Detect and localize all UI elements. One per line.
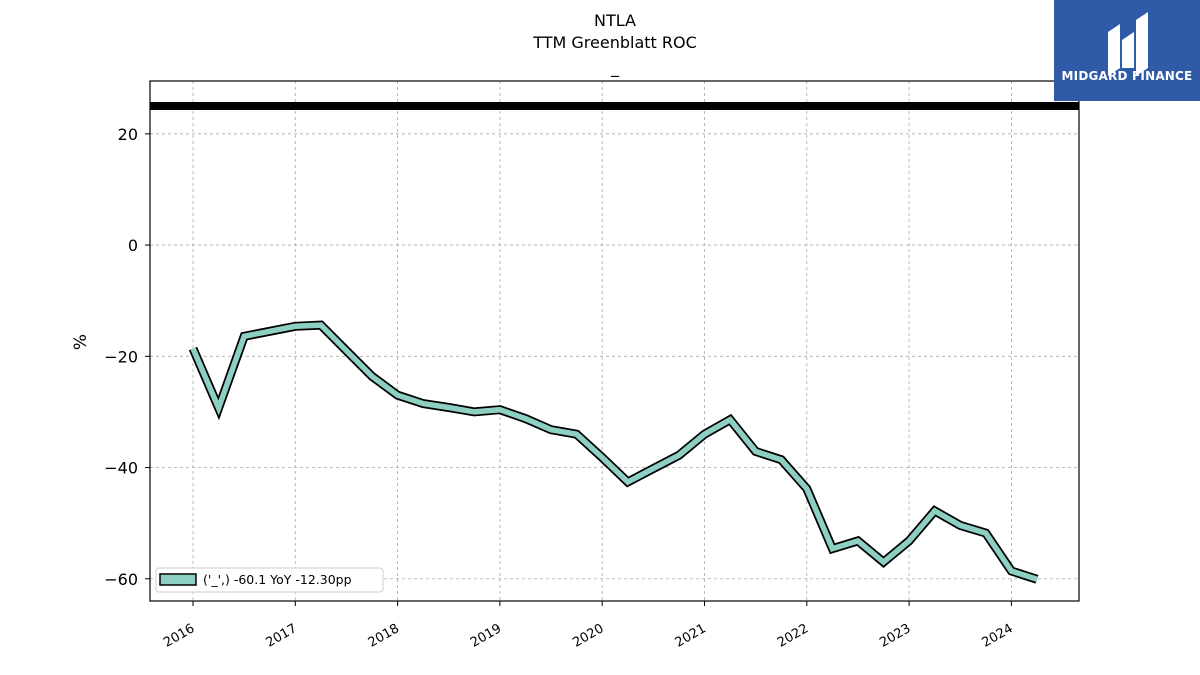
data-point bbox=[907, 539, 911, 543]
logo-text: MIDGARD FINANCE bbox=[1061, 69, 1193, 83]
x-tick-label: 2017 bbox=[263, 621, 299, 651]
data-point bbox=[1009, 569, 1013, 573]
legend: ('_',) -60.1 YoY -12.30pp bbox=[155, 567, 384, 593]
data-point bbox=[677, 453, 681, 457]
data-point bbox=[319, 323, 323, 327]
x-tick-label: 2018 bbox=[366, 621, 402, 651]
brand-logo: MIDGARD FINANCE bbox=[1054, 0, 1200, 101]
data-point bbox=[472, 410, 476, 414]
data-point bbox=[574, 432, 578, 436]
x-tick-label: 2023 bbox=[877, 621, 913, 651]
data-point bbox=[728, 418, 732, 422]
y-tick-label: −40 bbox=[104, 459, 138, 478]
data-point bbox=[216, 406, 220, 410]
data-point bbox=[702, 432, 706, 436]
x-tick-label: 2024 bbox=[980, 621, 1016, 651]
data-point bbox=[881, 560, 885, 564]
data-point bbox=[779, 458, 783, 462]
data-point bbox=[191, 346, 195, 350]
logo-mark-icon bbox=[1108, 12, 1148, 76]
data-point bbox=[498, 408, 502, 412]
data-point bbox=[753, 449, 757, 453]
data-point bbox=[523, 416, 527, 420]
series-group bbox=[188, 320, 1039, 584]
data-point bbox=[1035, 577, 1039, 581]
y-axis-label: % bbox=[71, 334, 91, 350]
x-tick-label: 2022 bbox=[775, 621, 811, 651]
data-point bbox=[830, 547, 834, 551]
chart-subtitle: TTM Greenblatt ROC bbox=[533, 33, 697, 52]
data-point bbox=[395, 393, 399, 397]
data-point bbox=[447, 405, 451, 409]
chart-subtitle-2: _ bbox=[611, 58, 619, 77]
data-point bbox=[958, 523, 962, 527]
legend-swatch bbox=[159, 573, 197, 586]
y-tick-label: −60 bbox=[104, 570, 138, 589]
y-tick-label: 0 bbox=[128, 236, 138, 255]
data-point bbox=[344, 349, 348, 353]
data-point bbox=[856, 539, 860, 543]
grid-lines bbox=[150, 81, 1079, 601]
x-tick-label: 2019 bbox=[468, 621, 504, 651]
x-tick-label: 2020 bbox=[570, 621, 606, 651]
y-tick-label: 20 bbox=[118, 125, 138, 144]
data-point bbox=[805, 487, 809, 491]
data-point bbox=[651, 466, 655, 470]
series-line bbox=[190, 322, 1038, 582]
data-point bbox=[549, 428, 553, 432]
plot-frame bbox=[149, 80, 1080, 602]
x-tick-label: 2021 bbox=[673, 621, 709, 651]
x-tick-label: 2016 bbox=[161, 621, 197, 651]
data-point bbox=[370, 374, 374, 378]
x-axis: 2016 2017 2018 2019 2020 2021 2022 2023 2024 bbox=[161, 601, 1016, 651]
data-point bbox=[421, 401, 425, 405]
data-point bbox=[268, 329, 272, 333]
data-point bbox=[242, 334, 246, 338]
y-tick-label: −20 bbox=[104, 347, 138, 366]
legend-frame bbox=[155, 567, 384, 593]
data-point bbox=[933, 509, 937, 513]
legend-entry-label: ('_',) -60.1 YoY -12.30pp bbox=[203, 572, 352, 587]
y-axis: 20 0 −20 −40 −60 bbox=[104, 125, 150, 589]
data-point bbox=[984, 531, 988, 535]
data-point bbox=[293, 324, 297, 328]
data-point bbox=[600, 455, 604, 459]
chart-title: NTLA bbox=[594, 11, 636, 30]
data-point bbox=[626, 480, 630, 484]
